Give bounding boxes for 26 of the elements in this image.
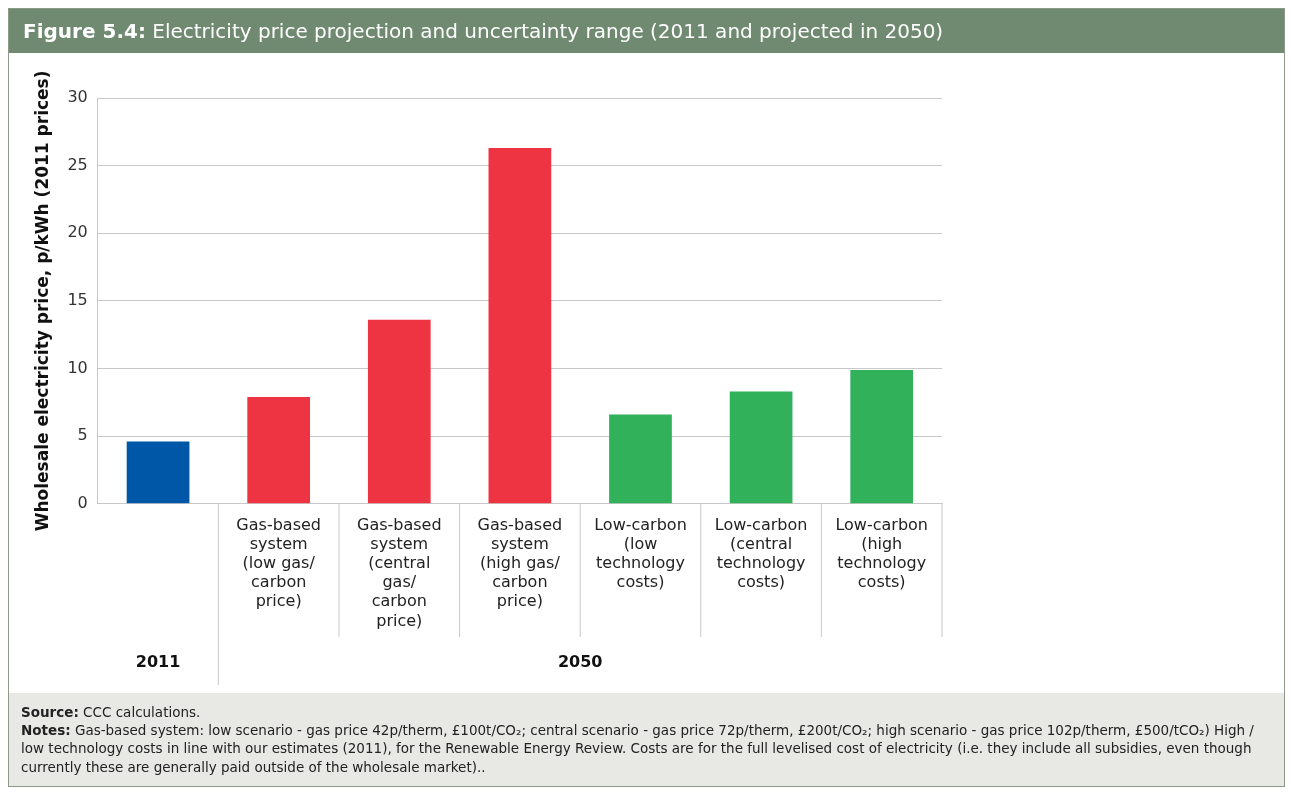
x-tick-label: Low-carbon (high technology costs) [835, 514, 928, 592]
x-tick-label: Low-carbon (low technology costs) [594, 514, 687, 592]
source-note: Source: CCC calculations. [21, 704, 201, 720]
text: Notes: Gas-based system: low scenario - gas price 42p/therm, £100t/CO₂; central scenario - gas price 72p/therm, £200t/CO₂; high scenario - gas price 102p/therm, £500/tCO₂) High / low technology costs in line with our estimates (2011), for the Renewable Energy Review. Costs are for the full levelised cost of electricity (i.e. they include all subsidies, even though currently these are generally paid outside of the wholesale market).. [21, 722, 1254, 775]
y-tick-label: 5 [77, 425, 88, 445]
y-tick-label: 25 [67, 154, 88, 174]
y-tick-label: 20 [67, 222, 88, 242]
bar [488, 148, 552, 504]
bar [367, 319, 431, 504]
bar [850, 369, 914, 504]
x-tick-label: Gas-based system (central gas/ carbon price) [356, 514, 442, 630]
y-tick-label: 10 [67, 357, 88, 377]
bar [609, 414, 672, 504]
x-tick-label: Low-carbon (central technology costs) [714, 514, 808, 592]
chart-title: Figure 5.4: Electricity price projection and uncertainty range (2011 and projected in 2050) [23, 19, 944, 43]
x-tick-label: Gas-based system (low gas/ carbon price) [236, 514, 321, 611]
y-tick-label: 15 [67, 290, 88, 310]
text: 2050 [557, 652, 603, 672]
bar [247, 396, 311, 504]
bar [126, 441, 190, 504]
bar [729, 391, 793, 504]
x-tick-label: Gas-based system (high gas/ carbon price) [477, 514, 563, 611]
y-axis-title: Wholesale electricity price, p/kWh (2011 prices) [31, 70, 52, 532]
y-tick-label: 0 [77, 492, 88, 512]
text: 2011 [135, 652, 181, 672]
y-tick-label: 30 [67, 87, 88, 107]
